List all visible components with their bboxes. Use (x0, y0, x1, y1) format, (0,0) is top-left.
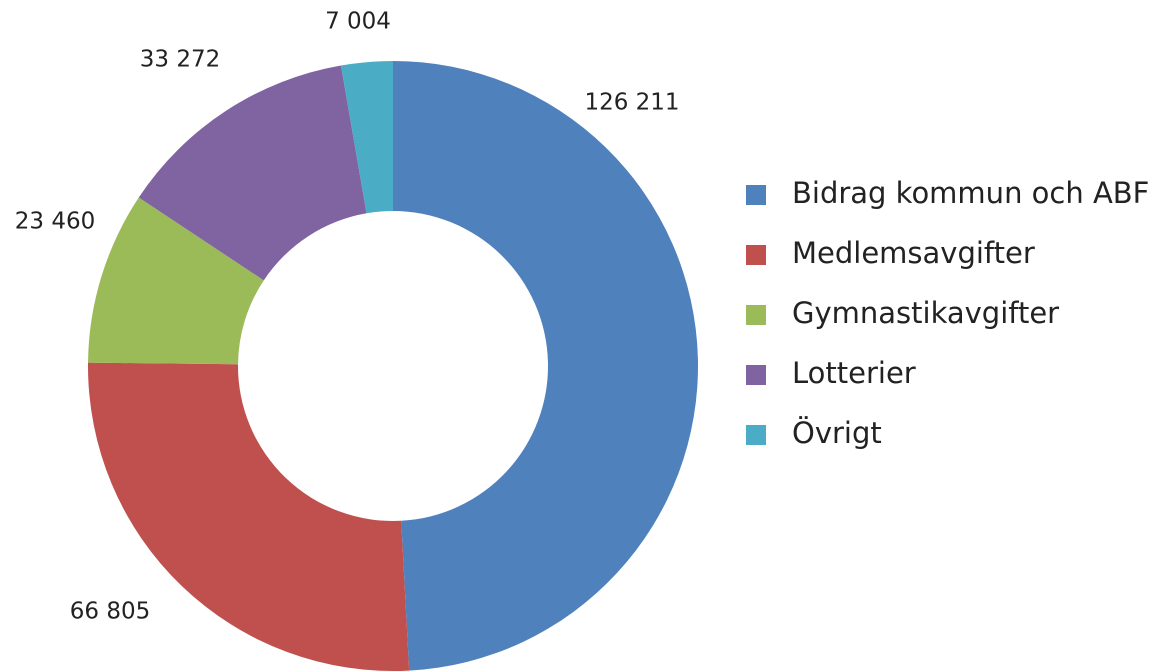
donut-segment (138, 65, 367, 281)
data-label: 23 460 (15, 209, 95, 235)
donut-segment (393, 61, 698, 671)
data-label: 33 272 (140, 47, 220, 73)
legend-swatch (746, 425, 766, 445)
legend-label: Medlemsavgifter (792, 236, 1035, 270)
data-label: 66 805 (70, 599, 150, 625)
donut-segment (88, 362, 410, 671)
legend-label: Övrigt (792, 416, 882, 450)
donut-segment (340, 61, 393, 214)
legend-swatch (746, 365, 766, 385)
legend-swatch (746, 185, 766, 205)
legend-label: Lotterier (792, 356, 916, 390)
donut-segment (88, 197, 264, 365)
legend-label: Bidrag kommun och ABF (792, 176, 1149, 210)
legend-label: Gymnastikavgifter (792, 296, 1059, 330)
data-label: 126 211 (584, 90, 679, 116)
legend-swatch (746, 245, 766, 265)
data-label: 7 004 (325, 9, 391, 35)
legend-swatch (746, 305, 766, 325)
